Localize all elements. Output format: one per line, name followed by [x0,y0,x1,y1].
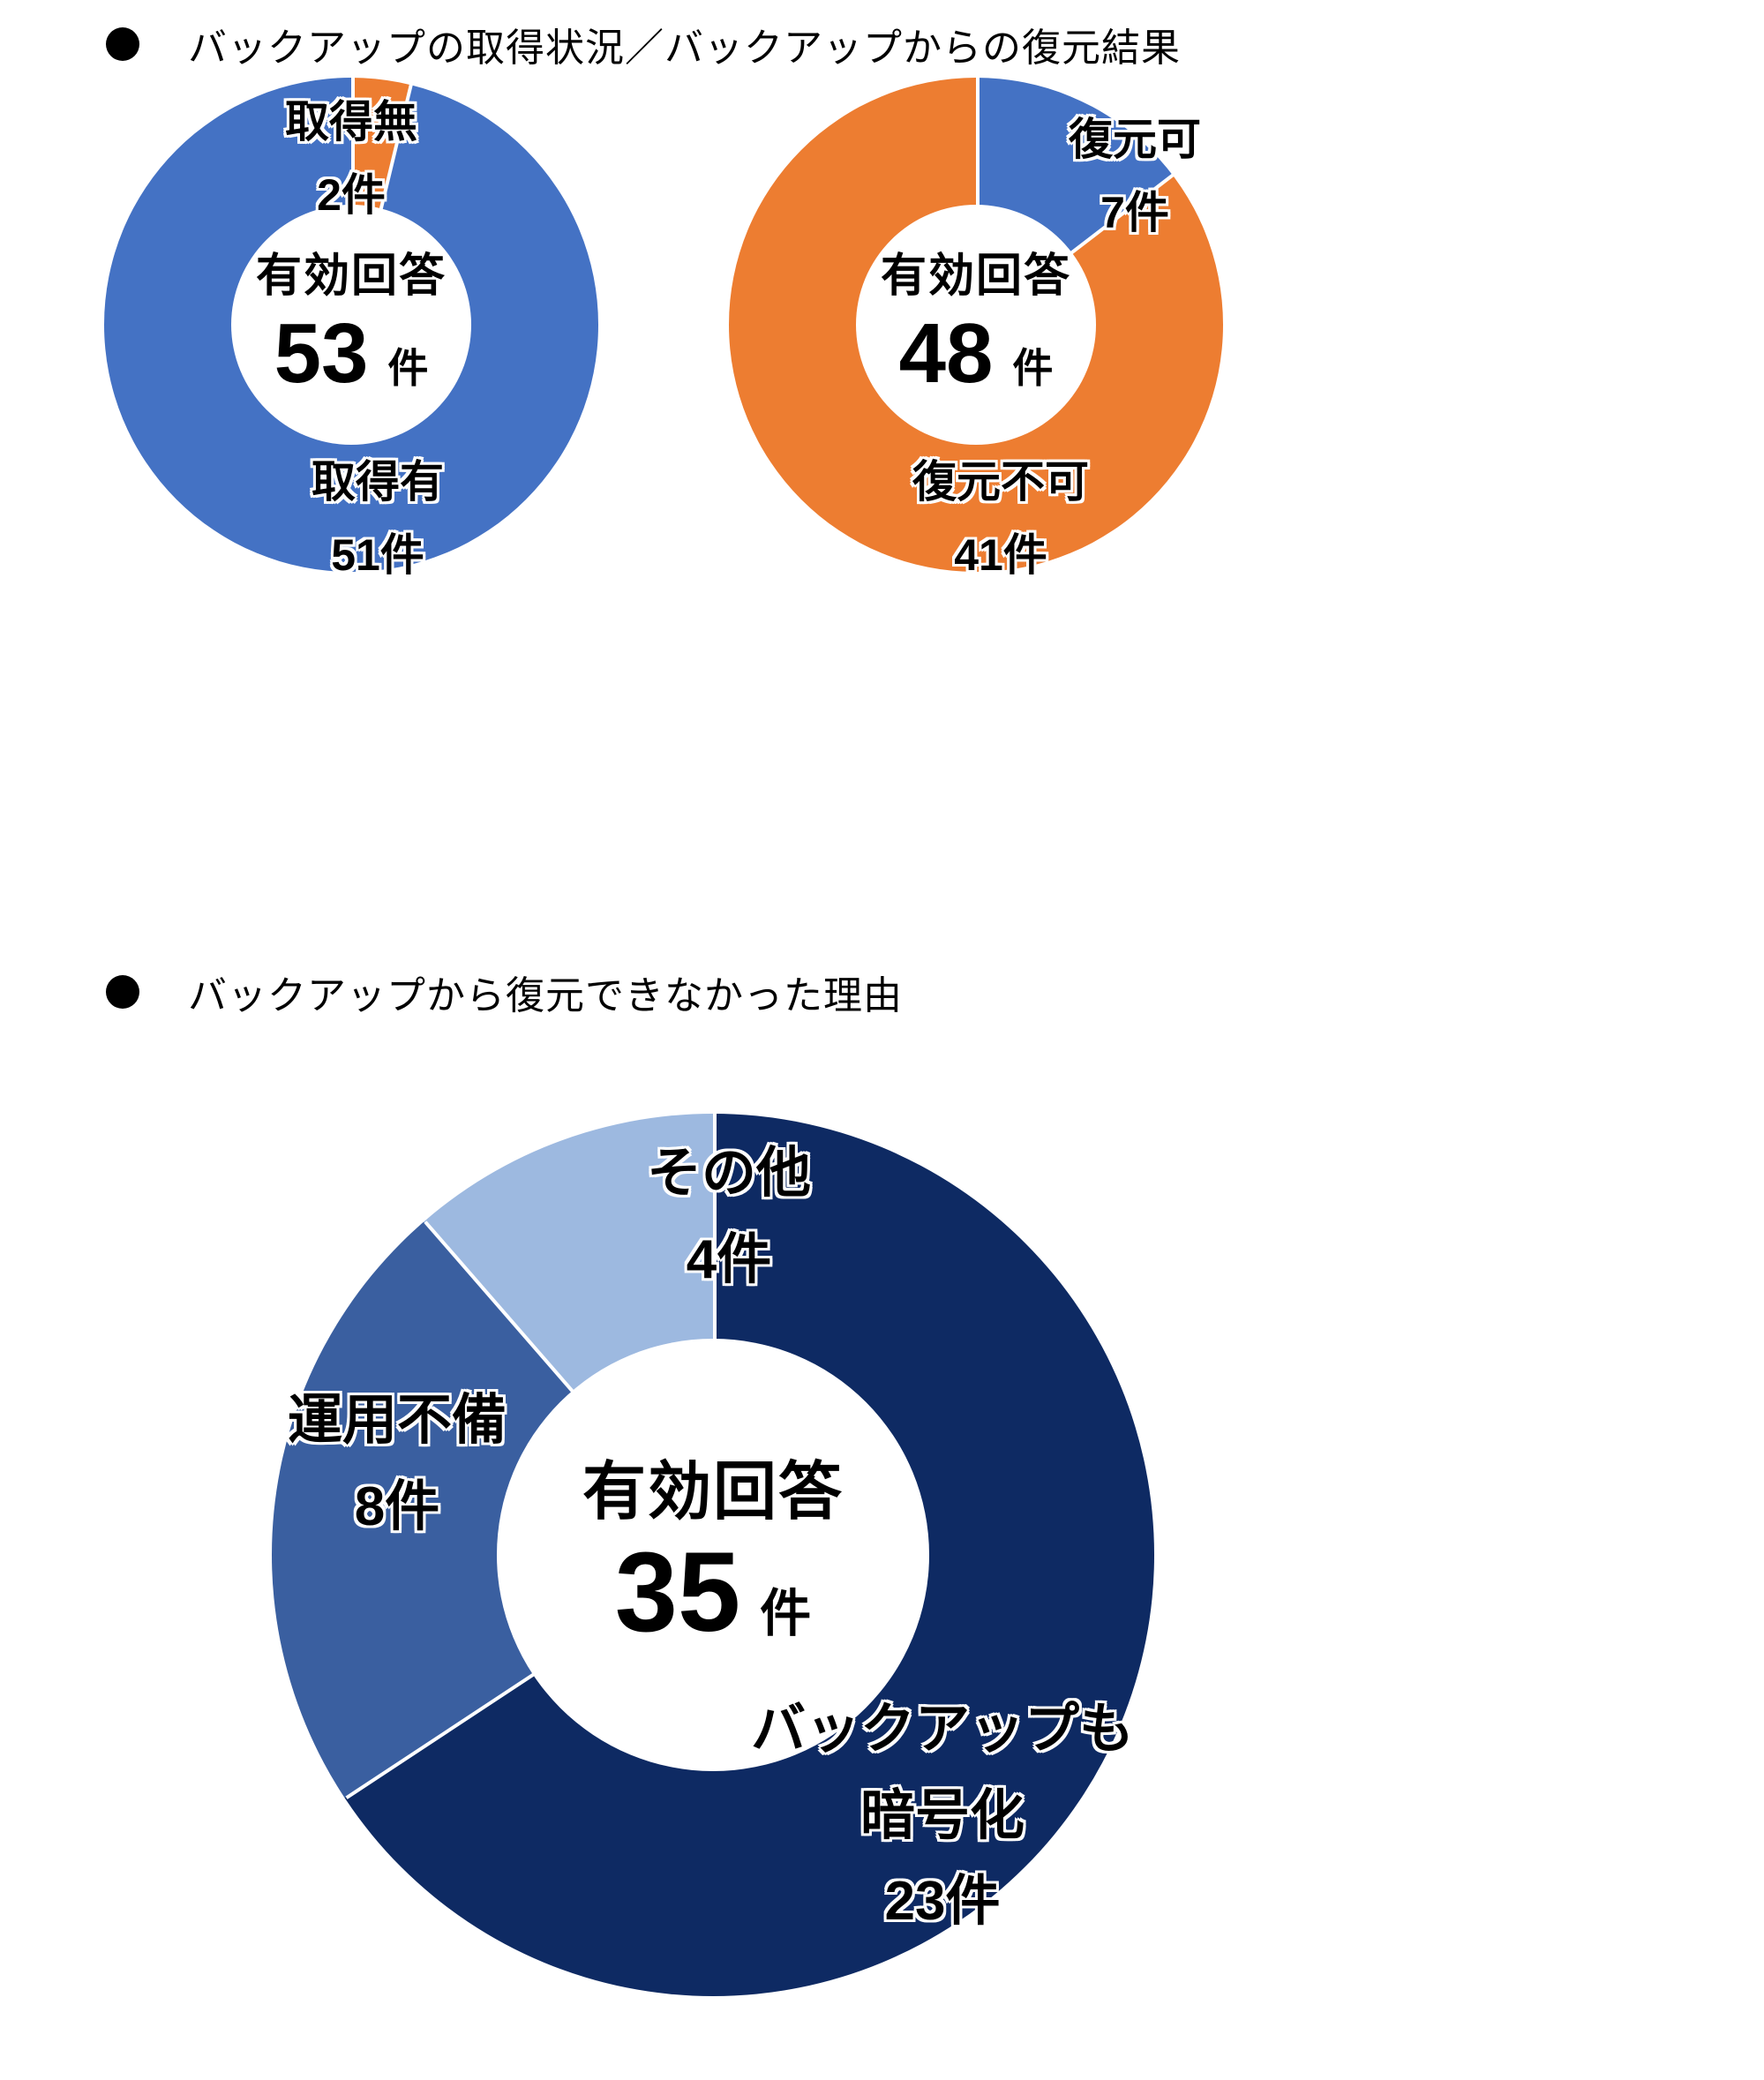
section-heading-backup-status: バックアップの取得状況／バックアップからの復元結果 [106,16,1181,72]
center-label: 有効回答 [880,251,1071,302]
bullet-dot-icon [106,27,139,61]
center-label: 有効回答 [582,1457,844,1528]
slice-label-encrypted: バックアップも 暗号化 23件 [695,1696,1190,1935]
donut-center-backup-status: 有効回答 53 件 [231,205,471,445]
slice-label-operation: 運用不備 8件 [265,1387,529,1540]
slice-label-have: 取得有 51件 [263,455,492,582]
section-heading-label: バックアップの取得状況／バックアップからの復元結果 [188,26,1181,70]
slice-label-value: 23件 [884,1871,1001,1933]
chart-restore-result: 有効回答 48 件 復元可 7件 復元不可 41件 [729,78,1223,580]
slice-label-name: その他 [646,1143,811,1204]
donut-center-restore-result: 有効回答 48 件 [856,205,1096,445]
slice-label-name: 復元不可 [912,457,1089,507]
section-heading-failure-reason: バックアップから復元できなかった理由 [106,964,903,1020]
section-heading-label: バックアップから復元できなかった理由 [188,974,903,1017]
slice-label-value: 8件 [354,1476,440,1537]
slice-label-name-line1: バックアップも [750,1699,1134,1760]
slice-separator [976,78,980,325]
center-value: 35 [614,1529,741,1656]
donut-ring-failure-reason: 有効回答 35 件 [272,1114,1154,1996]
bullet-dot-icon [106,975,139,1009]
donut-center-failure-reason: 有効回答 35 件 [497,1339,929,1771]
center-value: 53 [274,306,369,401]
center-label: 有効回答 [255,251,447,302]
chart-restore-failure-reason: 有効回答 35 件 その他 4件 運用不備 8件 バックアップも 暗号化 23件 [272,1114,1154,1996]
center-unit: 件 [760,1585,812,1642]
slice-label-value: 41件 [954,530,1047,580]
slice-label-value: 2件 [317,170,386,220]
slice-label-other: その他 4件 [605,1140,852,1293]
center-value-row: 35 件 [615,1536,811,1649]
slice-label-name: 取得有 [312,457,444,507]
slice-separator [351,78,355,325]
slice-label-name: 復元可 [1069,115,1201,164]
donut-ring-backup-status: 有効回答 53 件 [104,78,598,572]
center-value-row: 53 件 [274,312,429,396]
slice-separator [713,1114,717,1555]
center-unit: 件 [387,345,429,391]
slice-label-value: 7件 [1100,188,1169,237]
center-unit: 件 [1012,345,1054,391]
donut-ring-restore-result: 有効回答 48 件 [729,78,1223,572]
slice-label-name: 運用不備 [287,1390,507,1451]
center-value-row: 48 件 [899,312,1054,396]
slice-label-impossible: 復元不可 41件 [877,455,1124,582]
slice-label-value: 4件 [686,1228,772,1290]
slice-label-none: 取得無 2件 [236,95,466,222]
slice-label-name: 取得無 [285,97,417,146]
center-value: 48 [898,306,994,401]
slice-label-possible: 復元可 7件 [1029,113,1241,240]
chart-backup-status: 有効回答 53 件 取得無 2件 取得有 51件 [104,78,598,580]
slice-label-name-line2: 暗号化 [859,1784,1025,1846]
slice-label-value: 51件 [331,530,424,580]
